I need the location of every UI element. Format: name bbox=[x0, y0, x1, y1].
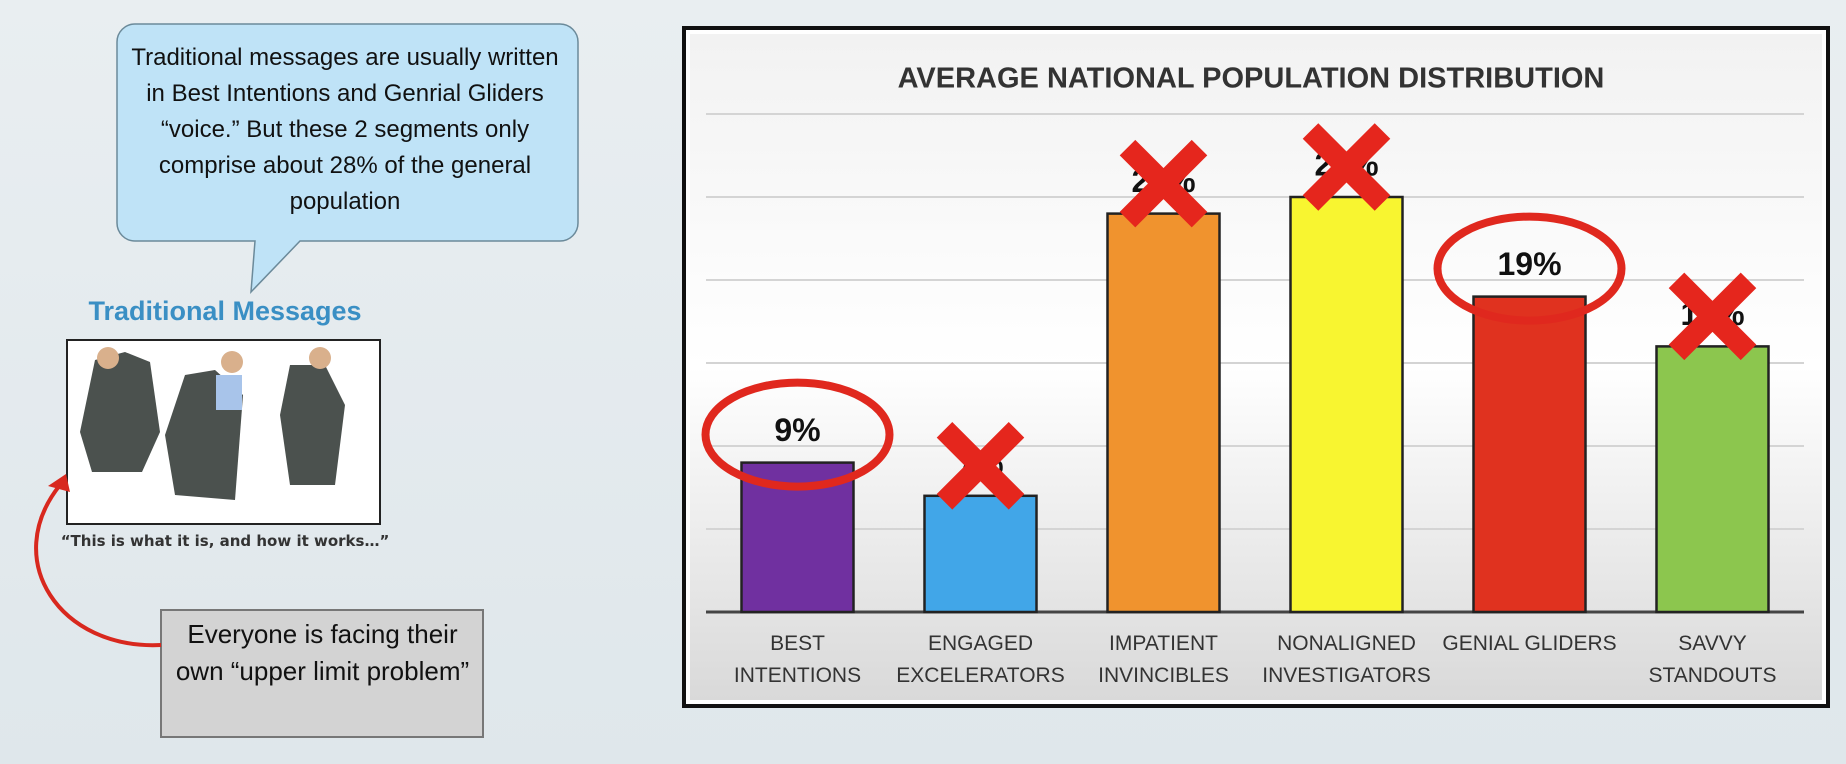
cross-mark bbox=[1119, 139, 1208, 228]
bubble-text: Traditional messages are usually written… bbox=[131, 44, 559, 215]
bar bbox=[1106, 212, 1221, 614]
callout-text: Everyone is facing their own “upper limi… bbox=[175, 619, 470, 686]
arrow-head bbox=[48, 474, 70, 492]
bar bbox=[1655, 345, 1770, 614]
x-tick-label: SAVVY STANDOUTS bbox=[1648, 632, 1777, 687]
arrow bbox=[34, 483, 162, 648]
heading: Traditional Messages bbox=[88, 296, 362, 326]
bar bbox=[1289, 195, 1404, 614]
value-label: 9% bbox=[774, 412, 820, 448]
x-tick-label: BEST INTENTIONS bbox=[733, 632, 862, 687]
value-label: 19% bbox=[1497, 246, 1561, 282]
caption: “This is what it is, and how it works…” bbox=[60, 532, 390, 550]
callout-box bbox=[160, 609, 484, 738]
cross-mark bbox=[1302, 123, 1391, 211]
speech-bubble bbox=[116, 23, 579, 295]
x-tick-label: ENGAGED EXCELERATORS bbox=[896, 632, 1065, 687]
cross-mark bbox=[936, 422, 1025, 510]
cross-mark bbox=[1668, 272, 1757, 361]
x-tick-label: NONALIGNED INVESTIGATORS bbox=[1262, 632, 1431, 687]
highlight-circle bbox=[1433, 212, 1626, 325]
x-tick-label: IMPATIENT INVINCIBLES bbox=[1098, 632, 1229, 687]
highlight-circle bbox=[701, 378, 894, 491]
bar bbox=[923, 494, 1038, 614]
bar bbox=[1472, 295, 1587, 614]
plot-area bbox=[690, 34, 1822, 700]
x-tick-label: GENIAL GLIDERS bbox=[1442, 632, 1617, 655]
photo-figures bbox=[80, 347, 345, 500]
chart-title: AVERAGE NATIONAL POPULATION DISTRIBUTION bbox=[898, 63, 1605, 95]
